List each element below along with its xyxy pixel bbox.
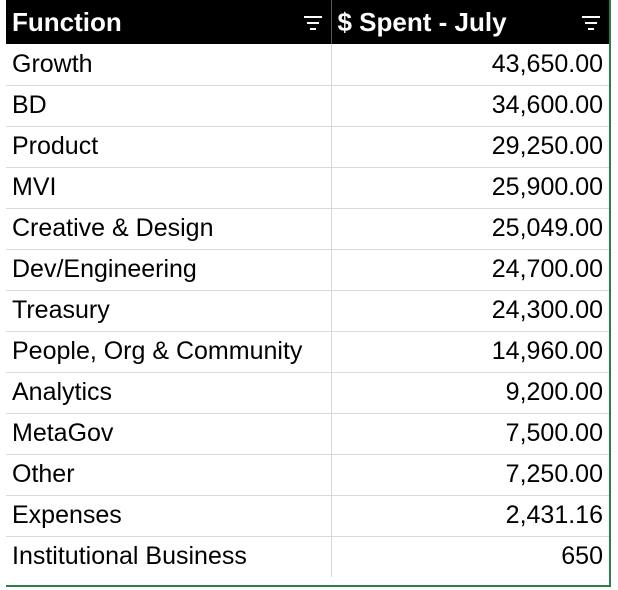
cell-function[interactable]: Expenses — [6, 495, 332, 537]
spreadsheet-table-region: Function $ Spent - July Growth 43,650.00… — [6, 0, 611, 587]
header-label-function: Function — [12, 7, 122, 37]
table-row: Analytics 9,200.00 — [6, 372, 609, 414]
cell-spent[interactable]: 7,500.00 — [331, 413, 609, 455]
filter-icon[interactable] — [581, 14, 601, 30]
header-cell-spent[interactable]: $ Spent - July — [331, 0, 609, 44]
cell-spent[interactable]: 43,650.00 — [331, 44, 609, 86]
header-row: Function $ Spent - July — [6, 0, 609, 44]
cell-spent[interactable]: 24,700.00 — [331, 249, 609, 291]
table-row: Growth 43,650.00 — [6, 44, 609, 86]
header-cell-function[interactable]: Function — [6, 0, 332, 44]
table-row: Treasury 24,300.00 — [6, 290, 609, 332]
cell-function[interactable]: MVI — [6, 167, 332, 209]
table-row: MetaGov 7,500.00 — [6, 413, 609, 455]
table-row: Product 29,250.00 — [6, 126, 609, 168]
cell-spent[interactable]: 29,250.00 — [331, 126, 609, 168]
cell-function[interactable]: People, Org & Community — [6, 331, 332, 373]
table-row: MVI 25,900.00 — [6, 167, 609, 209]
cell-function[interactable]: Creative & Design — [6, 208, 332, 250]
cell-spent[interactable]: 650 — [561, 542, 603, 571]
cell-spent[interactable]: 25,900.00 — [331, 167, 609, 209]
cell-spent[interactable]: 7,250.00 — [331, 454, 609, 496]
cell-function[interactable]: Analytics — [6, 372, 332, 414]
cell-spent[interactable]: 34,600.00 — [331, 85, 609, 127]
cell-function[interactable]: Product — [6, 126, 332, 168]
spending-table: Function $ Spent - July Growth 43,650.00… — [6, 0, 609, 577]
cell-spent[interactable]: 25,049.00 — [331, 208, 609, 250]
table-row: Dev/Engineering 24,700.00 — [6, 249, 609, 291]
cell-function[interactable]: Other — [6, 454, 332, 496]
table-row: Expenses 2,431.16 — [6, 495, 609, 537]
table-row: Other 7,250.00 — [6, 454, 609, 496]
filter-icon[interactable] — [303, 14, 323, 30]
table-row: BD 34,600.00 — [6, 85, 609, 127]
cell-function[interactable]: Growth — [6, 44, 332, 86]
cell-spent[interactable]: 24,300.00 — [331, 290, 609, 332]
table-row: Creative & Design 25,049.00 — [6, 208, 609, 250]
table-row: Institutional Business 650 — [6, 536, 609, 577]
header-label-spent: $ Spent - July — [337, 7, 507, 37]
cell-function[interactable]: BD — [6, 85, 332, 127]
cell-function[interactable]: Treasury — [6, 290, 332, 332]
table-row: People, Org & Community 14,960.00 — [6, 331, 609, 373]
cell-function[interactable]: Institutional Business — [6, 536, 332, 577]
cell-spent[interactable]: 9,200.00 — [331, 372, 609, 414]
cell-spent[interactable]: 14,960.00 — [331, 331, 609, 373]
cell-function[interactable]: MetaGov — [6, 413, 332, 455]
cell-spent[interactable]: 2,431.16 — [331, 495, 609, 537]
cell-function[interactable]: Dev/Engineering — [6, 249, 332, 291]
